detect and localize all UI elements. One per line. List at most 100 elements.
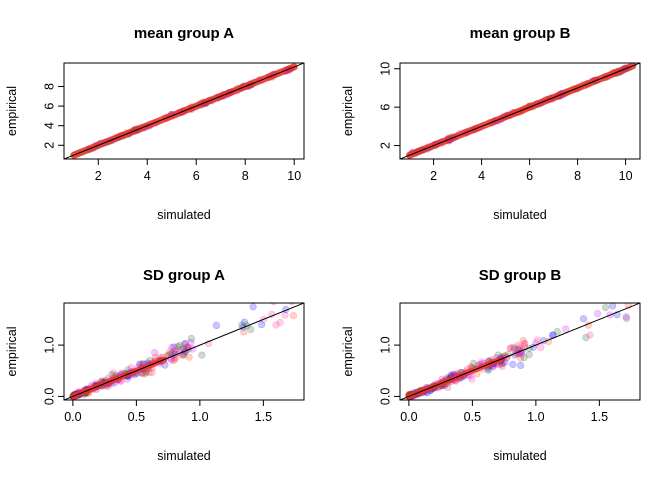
x-tick-label: 0.0 (64, 410, 81, 424)
x-tick-label: 8 (574, 169, 581, 183)
panel-title: mean group A (134, 25, 234, 42)
x-axis-label: simulated (493, 449, 547, 463)
data-point (509, 360, 517, 369)
y-tick-label: 6 (42, 103, 56, 110)
y-tick-label: 0.0 (42, 388, 56, 405)
y-tick-label: 1.0 (378, 336, 392, 353)
y-tick-label: 1.0 (42, 336, 56, 353)
data-point (240, 328, 248, 336)
x-tick-label: 6 (193, 169, 200, 183)
data-point (176, 342, 184, 350)
data-point (249, 303, 257, 311)
data-point (515, 343, 524, 352)
panel-title: SD group A (143, 267, 225, 284)
data-point (272, 321, 280, 329)
y-tick-label: 0.0 (378, 388, 392, 405)
y-tick-label: 2 (378, 142, 392, 149)
data-point (171, 347, 179, 355)
data-point (562, 325, 570, 333)
x-tick-label: 1.5 (255, 410, 272, 424)
y-tick-label: 6 (378, 104, 392, 111)
x-tick-label: 1.5 (591, 410, 608, 424)
x-tick-label: 1.0 (191, 410, 208, 424)
identity-line (64, 303, 304, 400)
data-point (187, 339, 195, 347)
data-point (212, 321, 220, 330)
data-point (582, 334, 590, 342)
data-point (622, 314, 631, 323)
data-point (181, 340, 189, 348)
x-tick-label: 8 (242, 169, 249, 183)
plot-frame (63, 62, 305, 160)
data-point (510, 345, 519, 353)
plot-frame (63, 302, 305, 401)
data-point (601, 304, 610, 312)
y-axis-label: empirical (5, 86, 19, 136)
data-point (507, 344, 515, 352)
x-tick-label: 6 (526, 169, 533, 183)
panel-3: SD group A simulated empirical 0.0 0.5 1.0 1.5… (5, 267, 305, 463)
data-point (586, 331, 594, 339)
panel-title: SD group B (479, 267, 562, 284)
data-point (270, 303, 277, 306)
x-tick-label: 0.5 (464, 410, 481, 424)
data-point (151, 349, 159, 357)
data-point (258, 321, 266, 329)
data-point (553, 327, 561, 336)
data-point (166, 348, 174, 356)
y-axis-label: empirical (5, 326, 19, 376)
panel-2: mean group B simulated empirical 2 4 6 8 10 2 6 10 (341, 25, 641, 222)
x-tick-label: 2 (95, 169, 102, 183)
x-tick-label: 4 (478, 169, 485, 183)
identity-line (400, 303, 640, 400)
x-tick-label: 0.0 (400, 410, 417, 424)
x-axis-label: simulated (157, 449, 211, 463)
data-point (174, 343, 182, 351)
data-point (498, 362, 506, 370)
panel-4: SD group B simulated empirical 0.0 0.5 1.0 1.5… (341, 267, 641, 463)
data-point (516, 361, 525, 370)
panel-title: mean group B (470, 25, 571, 42)
data-point (181, 339, 189, 348)
data-point (579, 315, 588, 323)
y-tick-label: 2 (42, 142, 56, 149)
y-axis-label: empirical (341, 86, 355, 136)
data-point (509, 343, 518, 352)
data-point (110, 369, 118, 377)
data-point (622, 313, 630, 321)
x-axis-label: simulated (493, 208, 547, 222)
data-point (281, 311, 289, 319)
plot-frame (399, 62, 641, 160)
data-point (168, 344, 176, 352)
data-point (170, 343, 178, 351)
y-axis-label: empirical (341, 326, 355, 376)
x-tick-label: 1.0 (527, 410, 544, 424)
x-tick-label: 4 (144, 169, 151, 183)
data-point (276, 318, 284, 327)
data-point (145, 368, 153, 377)
data-point (520, 353, 528, 362)
data-point (514, 341, 522, 350)
data-point (444, 383, 452, 392)
data-point (506, 344, 514, 352)
y-tick-label: 8 (42, 83, 56, 90)
data-point (468, 375, 476, 383)
data-point (537, 343, 545, 352)
x-tick-label: 10 (619, 169, 633, 183)
identity-line (64, 63, 304, 159)
plot-frame (399, 302, 641, 401)
data-point (469, 359, 478, 367)
data-point (289, 312, 298, 320)
data-point (525, 351, 533, 359)
data-point (187, 334, 195, 343)
data-point (185, 353, 193, 361)
data-point (519, 336, 527, 345)
data-point (593, 310, 602, 318)
data-point (288, 303, 296, 306)
x-tick-label: 2 (430, 169, 437, 183)
identity-line (400, 63, 640, 159)
data-point (280, 295, 287, 302)
data-point (289, 303, 295, 304)
data-point (521, 339, 529, 348)
